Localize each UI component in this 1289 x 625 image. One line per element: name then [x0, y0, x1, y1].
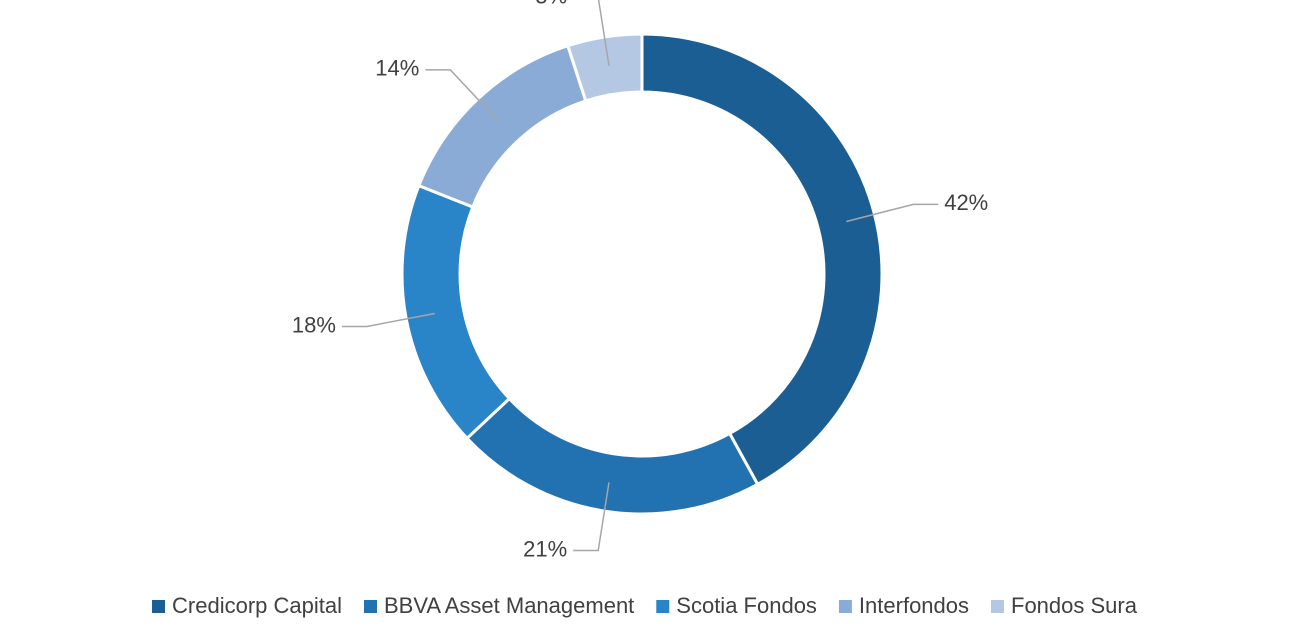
leader-line: [341, 312, 435, 328]
legend-label: Fondos Sura: [1011, 593, 1138, 618]
data-label: 21%: [523, 536, 567, 561]
donut-segment: [464, 396, 760, 516]
donut-segment: [400, 183, 512, 441]
legend-swatch: [656, 600, 670, 613]
legend: Credicorp Capital BBVA Asset Management Sc…: [152, 593, 1138, 618]
legend-swatch: [363, 600, 377, 613]
donut-segment: [640, 32, 884, 487]
legend-label: Scotia Fondos: [676, 593, 817, 618]
legend-label: BBVA Asset Management: [384, 593, 634, 618]
donut-segment: [565, 32, 644, 103]
legend-swatch: [838, 600, 852, 613]
leader-line: [425, 69, 499, 121]
legend-swatch: [991, 600, 1005, 613]
data-label: 14%: [375, 56, 419, 81]
data-label: 42%: [944, 190, 988, 215]
leader-line: [846, 203, 939, 223]
legend-label: Interfondos: [859, 593, 969, 618]
data-label: 18%: [292, 312, 336, 337]
leader-line: [597, 0, 610, 66]
legend-swatch: [152, 600, 166, 613]
leader-line: [573, 482, 610, 552]
data-label: 5%: [535, 0, 567, 8]
legend-label: Credicorp Capital: [172, 593, 342, 618]
